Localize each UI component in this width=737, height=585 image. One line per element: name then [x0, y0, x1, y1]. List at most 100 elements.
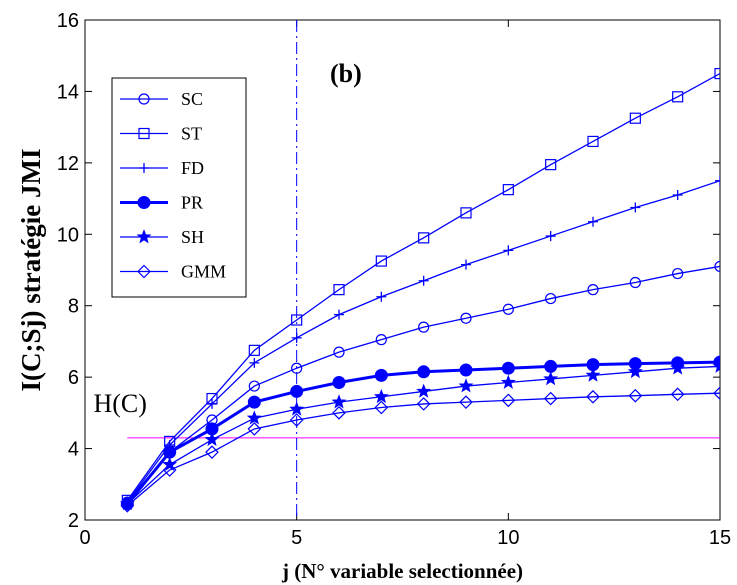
legend-item-sc: SC [120, 89, 203, 109]
legend-marker-pr [137, 196, 151, 209]
data-point-sc [502, 303, 514, 315]
data-point-sc [333, 346, 345, 358]
y-tick-label: 4 [68, 439, 79, 461]
data-point-sc [545, 292, 557, 305]
plot-frame [84, 19, 721, 521]
data-point-st [418, 232, 430, 244]
panel-label: (b) [330, 59, 362, 88]
data-point-st [291, 314, 303, 326]
legend-label-sc: SC [181, 89, 203, 109]
legend: SC ST FD PR SH GMM [111, 77, 247, 298]
data-point-st [672, 91, 684, 103]
data-point-fd [461, 259, 471, 270]
data-point-gmm [713, 386, 720, 401]
data-point-fd [207, 398, 217, 409]
data-point-gmm [205, 445, 219, 459]
data-point-pr [247, 395, 261, 409]
data-point-sh [204, 431, 220, 446]
y-tick-label: 6 [68, 367, 79, 389]
data-point-sc [672, 267, 684, 280]
data-point-sh [500, 374, 516, 389]
series-line-gmm [126, 392, 720, 507]
data-point-sc [714, 260, 720, 273]
data-point-pr [290, 384, 304, 398]
data-point-gmm [459, 395, 473, 409]
data-point-fd [376, 291, 387, 302]
y-tick-label: 8 [68, 296, 79, 318]
data-point-st [629, 112, 641, 124]
data-point-fd [334, 309, 344, 320]
legend-item-sh: SH [120, 227, 204, 247]
data-point-pr [332, 376, 346, 389]
data-point-gmm [586, 389, 600, 404]
x-tick-label: 10 [497, 527, 519, 549]
data-point-fd [545, 231, 556, 242]
data-point-st [502, 184, 514, 196]
y-tick-label: 14 [57, 81, 79, 103]
plot-area: 0 5 10 15 2 4 6 8 10 12 14 16 j (N° variable selecti… [16, 10, 731, 583]
data-point-sc [291, 362, 303, 374]
data-point-gmm [670, 387, 685, 402]
y-axis-title: I(C;Sj) stratégie JMI [16, 149, 46, 392]
data-point-fd [630, 202, 641, 213]
data-point-pr [544, 359, 558, 373]
legend-label-pr: PR [181, 193, 203, 213]
series-sh [119, 358, 720, 511]
data-point-sh [627, 363, 643, 379]
series-gmm [120, 386, 720, 513]
data-point-sh [289, 401, 305, 416]
data-point-fd [503, 245, 514, 256]
legend-marker-fd [139, 163, 149, 173]
data-point-sc [629, 276, 641, 289]
data-point-fd [588, 216, 598, 227]
data-point-sc [587, 284, 599, 296]
series-line-sc [126, 265, 720, 503]
legend-label-st: ST [181, 124, 202, 144]
legend-marker-sh [136, 229, 152, 244]
data-point-sh [416, 383, 432, 398]
series-fd [122, 175, 720, 508]
data-point-fd [291, 332, 302, 343]
legend-label-fd: FD [181, 158, 204, 178]
y-tick-label: 10 [57, 224, 79, 246]
data-point-pr [417, 365, 431, 379]
data-point-sc [248, 380, 260, 392]
x-tick-label: 15 [709, 527, 731, 549]
data-point-fd [249, 357, 260, 368]
data-point-st [714, 67, 720, 80]
y-tick-label: 16 [57, 10, 79, 32]
data-point-st [460, 207, 472, 219]
x-axis-title: j (N° variable selectionnée) [281, 559, 523, 583]
data-point-st [545, 159, 557, 171]
data-point-sh [246, 410, 262, 425]
legend-label-gmm: GMM [181, 262, 226, 282]
data-point-fd [715, 175, 720, 186]
data-point-gmm [289, 413, 304, 427]
data-point-sh [458, 378, 474, 393]
data-point-sc [418, 321, 430, 333]
data-point-pr [501, 361, 515, 375]
data-point-gmm [120, 498, 135, 513]
data-point-fd [418, 275, 429, 286]
data-point-sh [373, 388, 389, 404]
y-tick-label: 2 [68, 510, 79, 532]
data-point-sh [712, 358, 720, 373]
data-point-st [333, 284, 345, 296]
legend-marker-gmm [137, 264, 151, 279]
data-layer [119, 20, 720, 520]
data-point-sh [543, 371, 559, 386]
legend-item-pr: PR [120, 193, 203, 213]
data-point-sc [375, 334, 387, 346]
hc-label: H(C) [93, 389, 146, 418]
data-point-gmm [416, 397, 431, 411]
data-point-gmm [332, 406, 346, 420]
legend-item-fd: FD [120, 158, 204, 178]
data-point-st [375, 255, 387, 267]
legend-box [111, 77, 247, 298]
x-tick-label: 0 [79, 527, 90, 549]
data-point-pr [459, 363, 473, 377]
data-point-st [248, 344, 260, 356]
legend-item-gmm: GMM [120, 262, 226, 282]
data-point-gmm [247, 422, 262, 436]
